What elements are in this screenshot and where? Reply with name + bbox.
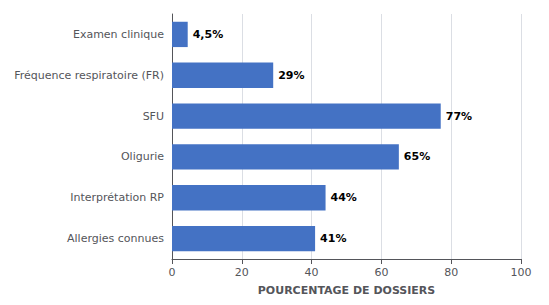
svg-text:Allergies connues: Allergies connues bbox=[67, 232, 164, 245]
svg-text:20: 20 bbox=[235, 266, 249, 279]
svg-text:SFU: SFU bbox=[143, 110, 164, 123]
svg-text:Oligurie: Oligurie bbox=[121, 150, 164, 163]
svg-text:80: 80 bbox=[444, 266, 458, 279]
svg-text:Fréquence respiratoire (FR): Fréquence respiratoire (FR) bbox=[14, 69, 164, 82]
svg-text:0: 0 bbox=[169, 266, 176, 279]
svg-text:77%: 77% bbox=[446, 110, 472, 123]
svg-text:60: 60 bbox=[374, 266, 388, 279]
svg-text:Interprétation RP: Interprétation RP bbox=[70, 191, 164, 204]
svg-text:POURCENTAGE DE DOSSIERS: POURCENTAGE DE DOSSIERS bbox=[258, 284, 436, 297]
svg-text:41%: 41% bbox=[320, 232, 346, 245]
svg-text:44%: 44% bbox=[331, 191, 357, 204]
svg-text:29%: 29% bbox=[278, 69, 304, 82]
svg-text:40: 40 bbox=[305, 266, 319, 279]
svg-text:Examen clinique: Examen clinique bbox=[73, 28, 164, 41]
svg-text:100: 100 bbox=[511, 266, 532, 279]
svg-text:4,5%: 4,5% bbox=[193, 28, 224, 41]
svg-text:65%: 65% bbox=[404, 150, 430, 163]
